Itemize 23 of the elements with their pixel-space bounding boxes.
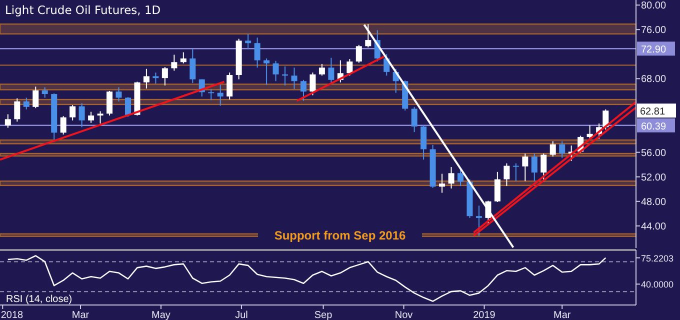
x-tick-label: 2019 [473,310,496,320]
text: 62.81 [640,106,666,118]
ref-line-label: 72.90 [641,44,666,56]
y-tick-label: 52.00 [641,172,666,184]
x-tick-label: Sep [314,310,333,320]
band-label: Support from Sep 2016 [274,228,406,243]
y-tick-label: 76.00 [641,25,666,36]
chart-title: Light Crude Oil Futures, 1D [5,3,161,17]
ref-line-label: 60.39 [641,121,666,132]
x-tick-label: Jul [235,310,248,320]
x-tick-label: Mar [553,310,572,320]
y-tick-label: 44.00 [641,221,666,232]
y-tick-label: 48.00 [641,196,666,208]
y-tick-label: 68.00 [641,74,666,86]
y-tick-label: 40.0000 [641,280,674,290]
x-tick-label: May [152,310,170,320]
x-tick-label: Nov [394,310,413,320]
y-tick-label: 75.2203 [641,253,674,264]
x-tick-label: Mar [72,310,90,320]
y-tick-label: 80.00 [641,0,666,12]
y-tick-label: 56.00 [641,148,666,159]
x-tick-label: 2018 [0,310,24,320]
series-label: RSI (14, close) [6,294,72,305]
